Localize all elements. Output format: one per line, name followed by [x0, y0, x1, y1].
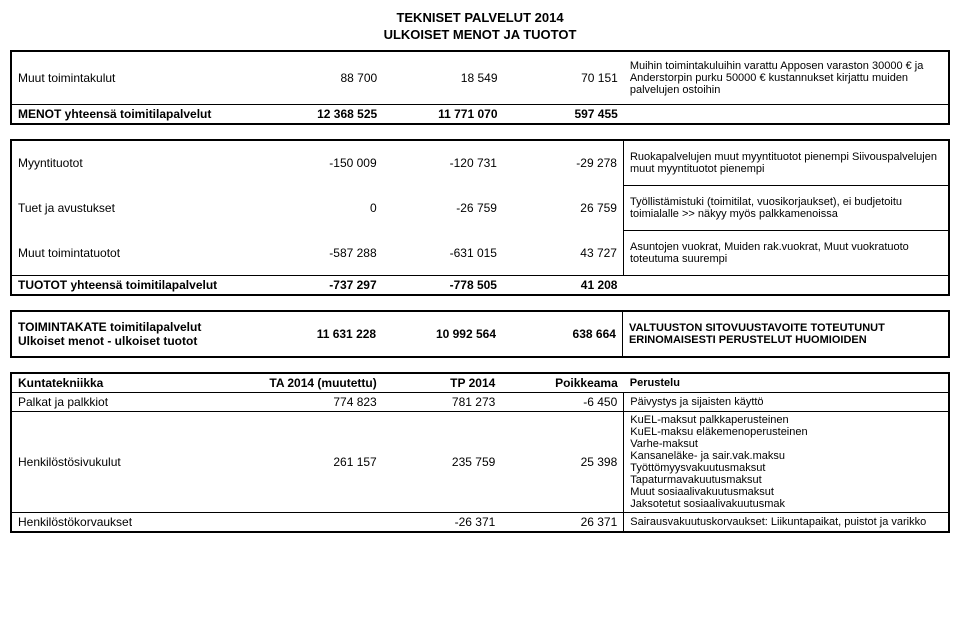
row-label: Henkilöstösivukulut [11, 412, 261, 513]
cell: -150 009 [262, 140, 382, 186]
table-row: TUOTOT yhteensä toimitilapalvelut -737 2… [11, 276, 949, 296]
cell: 11 631 228 [262, 311, 382, 357]
table-row: MENOT yhteensä toimitilapalvelut 12 368 … [11, 105, 949, 125]
row-label: Palkat ja palkkiot [11, 393, 261, 412]
cell-desc: Asuntojen vuokrat, Muiden rak.vuokrat, M… [623, 231, 949, 276]
cell: 70 151 [504, 51, 624, 105]
table-row: Muut toimintatuotot -587 288 -631 015 43… [11, 231, 949, 276]
cell: 25 398 [501, 412, 623, 513]
cell-desc: Sairausvakuutuskorvaukset: Liikuntapaika… [624, 513, 949, 533]
cell: 781 273 [383, 393, 502, 412]
cell-desc: Päivystys ja sijaisten käyttö [624, 393, 949, 412]
cell-desc: Muihin toimintakuluihin varattu Apposen … [624, 51, 949, 105]
cell-desc: Työllistämistuki (toimitilat, vuosikorja… [623, 186, 949, 231]
col-header: Poikkeama [501, 373, 623, 393]
row-label: Muut toimintatuotot [11, 231, 262, 276]
cell-desc [624, 105, 949, 125]
cell: -26 759 [383, 186, 503, 231]
row-label: MENOT yhteensä toimitilapalvelut [11, 105, 263, 125]
label-line-1: TOIMINTAKATE toimitilapalvelut [18, 320, 256, 334]
cell [261, 513, 383, 533]
table-row: Henkilöstösivukulut 261 157 235 759 25 3… [11, 412, 949, 513]
table-row: Palkat ja palkkiot 774 823 781 273 -6 45… [11, 393, 949, 412]
row-label: Tuet ja avustukset [11, 186, 262, 231]
cell: 41 208 [503, 276, 624, 296]
row-label: TOIMINTAKATE toimitilapalvelut Ulkoiset … [11, 311, 262, 357]
box-b: Myyntituotot -150 009 -120 731 -29 278 R… [10, 139, 950, 296]
cell: 18 549 [383, 51, 503, 105]
row-label: Henkilöstökorvaukset [11, 513, 261, 533]
cell: 26 759 [503, 186, 624, 231]
cell: 261 157 [261, 412, 383, 513]
cell: 88 700 [263, 51, 383, 105]
table-row: Muut toimintakulut 88 700 18 549 70 151 … [11, 51, 949, 105]
cell: 10 992 564 [382, 311, 502, 357]
cell: 597 455 [504, 105, 624, 125]
cell-desc: Ruokapalvelujen muut myyntituotot pienem… [623, 140, 949, 186]
cell: 11 771 070 [383, 105, 503, 125]
table-row: Tuet ja avustukset 0 -26 759 26 759 Työl… [11, 186, 949, 231]
cell: 774 823 [261, 393, 383, 412]
box-d: Kuntatekniikka TA 2014 (muutettu) TP 201… [10, 372, 950, 533]
cell: 638 664 [502, 311, 622, 357]
cell: -29 278 [503, 140, 624, 186]
label-line-2: Ulkoiset menot - ulkoiset tuotot [18, 334, 256, 348]
cell: 0 [262, 186, 382, 231]
cell-desc [623, 276, 949, 296]
cell: -778 505 [383, 276, 503, 296]
cell-desc: VALTUUSTON SITOVUUSTAVOITE TOTEUTUNUT ER… [622, 311, 949, 357]
page-title-2: ULKOISET MENOT JA TUOTOT [10, 27, 950, 42]
cell: -737 297 [262, 276, 382, 296]
cell: -587 288 [262, 231, 382, 276]
col-header: TA 2014 (muutettu) [261, 373, 383, 393]
cell-desc: KuEL-maksut palkkaperusteinen KuEL-maksu… [624, 412, 949, 513]
cell: -631 015 [383, 231, 503, 276]
cell: 43 727 [503, 231, 624, 276]
row-label: TUOTOT yhteensä toimitilapalvelut [11, 276, 262, 296]
table-header: Kuntatekniikka TA 2014 (muutettu) TP 201… [11, 373, 949, 393]
table-row: Henkilöstökorvaukset -26 371 26 371 Sair… [11, 513, 949, 533]
row-label: Myyntituotot [11, 140, 262, 186]
box-c: TOIMINTAKATE toimitilapalvelut Ulkoiset … [10, 310, 950, 358]
page-title-1: TEKNISET PALVELUT 2014 [10, 10, 950, 25]
cell: 26 371 [501, 513, 623, 533]
box-a: Muut toimintakulut 88 700 18 549 70 151 … [10, 50, 950, 125]
col-header: Perustelu [624, 373, 949, 393]
cell: 12 368 525 [263, 105, 383, 125]
cell: -120 731 [383, 140, 503, 186]
cell: -6 450 [501, 393, 623, 412]
table-row: Myyntituotot -150 009 -120 731 -29 278 R… [11, 140, 949, 186]
col-header: TP 2014 [383, 373, 502, 393]
cell: 235 759 [383, 412, 502, 513]
cell: -26 371 [383, 513, 502, 533]
row-label: Muut toimintakulut [11, 51, 263, 105]
col-header: Kuntatekniikka [11, 373, 261, 393]
table-row: TOIMINTAKATE toimitilapalvelut Ulkoiset … [11, 311, 949, 357]
